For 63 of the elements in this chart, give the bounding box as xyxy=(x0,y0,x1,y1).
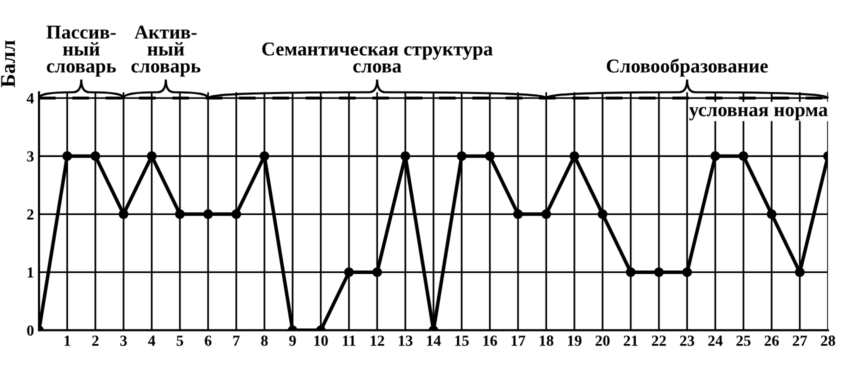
x-tick-label: 3 xyxy=(120,336,127,346)
x-tick-label: 23 xyxy=(680,336,694,346)
x-tick-label: 27 xyxy=(792,336,808,346)
point xyxy=(400,151,410,161)
point xyxy=(456,151,467,161)
point xyxy=(626,267,636,278)
point xyxy=(260,151,270,161)
y-tick-label: 1 xyxy=(28,267,34,278)
point xyxy=(203,209,213,220)
x-tick-label: 6 xyxy=(204,336,212,346)
x-tick-label: 17 xyxy=(512,336,526,346)
annotation: Пассив- ный словарь xyxy=(46,26,116,77)
x-tick-label: 18 xyxy=(540,336,554,346)
x-tick-label: 13 xyxy=(398,336,412,346)
point xyxy=(738,151,748,161)
point xyxy=(484,151,495,161)
y-axis-title: Балл xyxy=(1,40,16,88)
y-tick-label: 4 xyxy=(26,93,34,104)
x-tick-label: 14 xyxy=(427,336,441,346)
point xyxy=(146,151,157,161)
point xyxy=(682,267,692,278)
x-tick-label: 7 xyxy=(233,336,240,346)
x-tick-label: 5 xyxy=(176,336,184,346)
point xyxy=(513,209,523,220)
x-tick-label: 16 xyxy=(483,336,498,346)
x-tick-label: 15 xyxy=(455,336,469,346)
x-tick-label: 24 xyxy=(708,336,723,346)
point xyxy=(118,209,128,220)
point xyxy=(372,267,382,278)
annotation: Актив- ный словарь xyxy=(131,26,200,77)
x-tick-label: 9 xyxy=(289,336,296,346)
x-tick-label: 4 xyxy=(148,336,156,346)
x-tick-label: 25 xyxy=(736,336,751,346)
x-tick-label: 12 xyxy=(370,336,384,346)
y-tick-label: 0 xyxy=(27,325,34,336)
point xyxy=(62,151,72,161)
x-tick-label: 28 xyxy=(820,336,836,346)
x-tick-label: 10 xyxy=(314,336,328,346)
x-tick-label: 19 xyxy=(568,336,582,346)
x-tick-label: 1 xyxy=(64,336,70,346)
x-tick-label: 11 xyxy=(342,336,356,346)
annotation: Семантическая структура слова xyxy=(262,42,493,73)
point xyxy=(175,209,185,220)
x-tick-label: 20 xyxy=(596,336,610,346)
x-tick-label: 26 xyxy=(764,336,779,346)
point xyxy=(541,209,552,220)
point xyxy=(231,209,242,220)
point xyxy=(570,151,580,161)
annotation: Словообразование xyxy=(606,58,768,77)
point xyxy=(710,151,720,161)
point xyxy=(654,267,664,278)
point xyxy=(766,209,776,220)
x-tick-label: 2 xyxy=(92,336,99,346)
x-tick-label: 8 xyxy=(261,336,268,346)
point xyxy=(90,151,100,161)
y-tick-label: 3 xyxy=(27,151,34,162)
point xyxy=(794,267,805,278)
point xyxy=(598,209,608,220)
ref-line-label: условная норма xyxy=(689,106,828,120)
point xyxy=(344,267,354,278)
x-tick-label: 21 xyxy=(624,336,638,346)
y-tick-label: 2 xyxy=(27,209,34,220)
x-tick-label: 22 xyxy=(652,336,666,346)
